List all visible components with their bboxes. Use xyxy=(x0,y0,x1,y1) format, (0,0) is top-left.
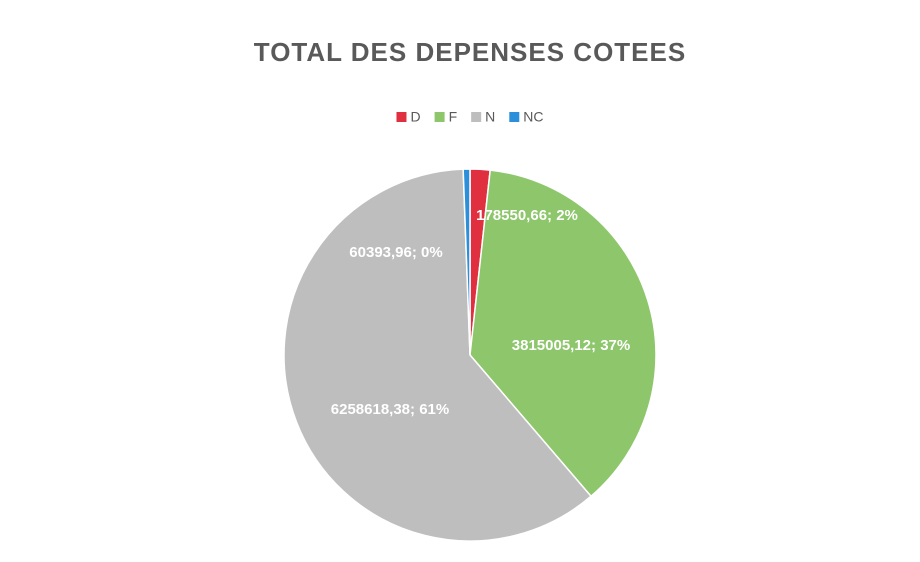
data-label: 3815005,12; 37% xyxy=(512,337,630,354)
legend-label: N xyxy=(485,109,495,125)
legend: D F N NC xyxy=(396,109,544,125)
pie-slice xyxy=(469,169,657,498)
data-label: 178550,66; 2% xyxy=(476,207,578,224)
pie xyxy=(283,168,657,542)
pie-slice xyxy=(462,168,471,356)
legend-swatch xyxy=(471,112,482,122)
chart-title: TOTAL DES DEPENSES COTEES xyxy=(254,37,686,67)
legend-label: F xyxy=(449,109,458,125)
legend-swatch xyxy=(509,112,520,122)
data-label: 60393,96; 0% xyxy=(349,244,442,261)
legend-label: D xyxy=(410,109,420,125)
data-label: 6258618,38; 61% xyxy=(331,401,449,418)
legend-swatch xyxy=(434,112,445,122)
legend-label: NC xyxy=(523,109,543,125)
data-labels: 178550,66; 2% 3815005,12; 37% 6258618,38; … xyxy=(331,207,630,418)
pie-slice xyxy=(283,168,593,542)
legend-swatch xyxy=(396,112,407,122)
